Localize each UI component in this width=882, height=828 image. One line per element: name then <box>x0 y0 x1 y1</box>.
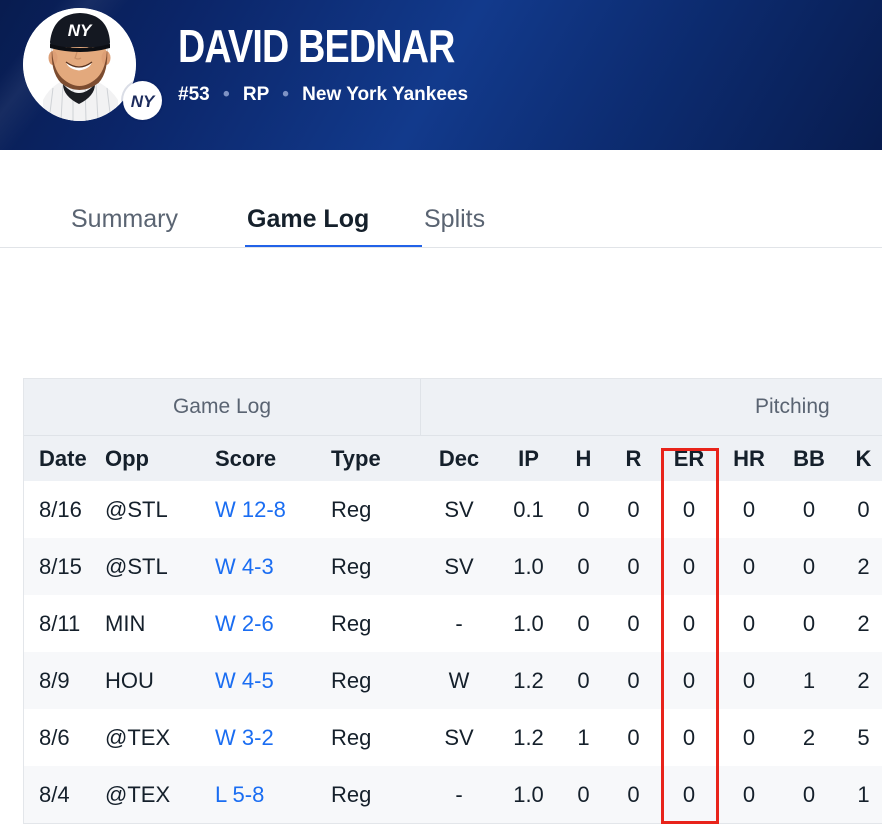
svg-text:NY: NY <box>68 21 93 40</box>
svg-text:NY: NY <box>131 92 156 111</box>
